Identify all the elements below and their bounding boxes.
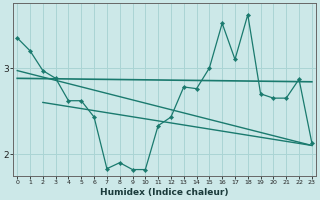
X-axis label: Humidex (Indice chaleur): Humidex (Indice chaleur) (100, 188, 229, 197)
